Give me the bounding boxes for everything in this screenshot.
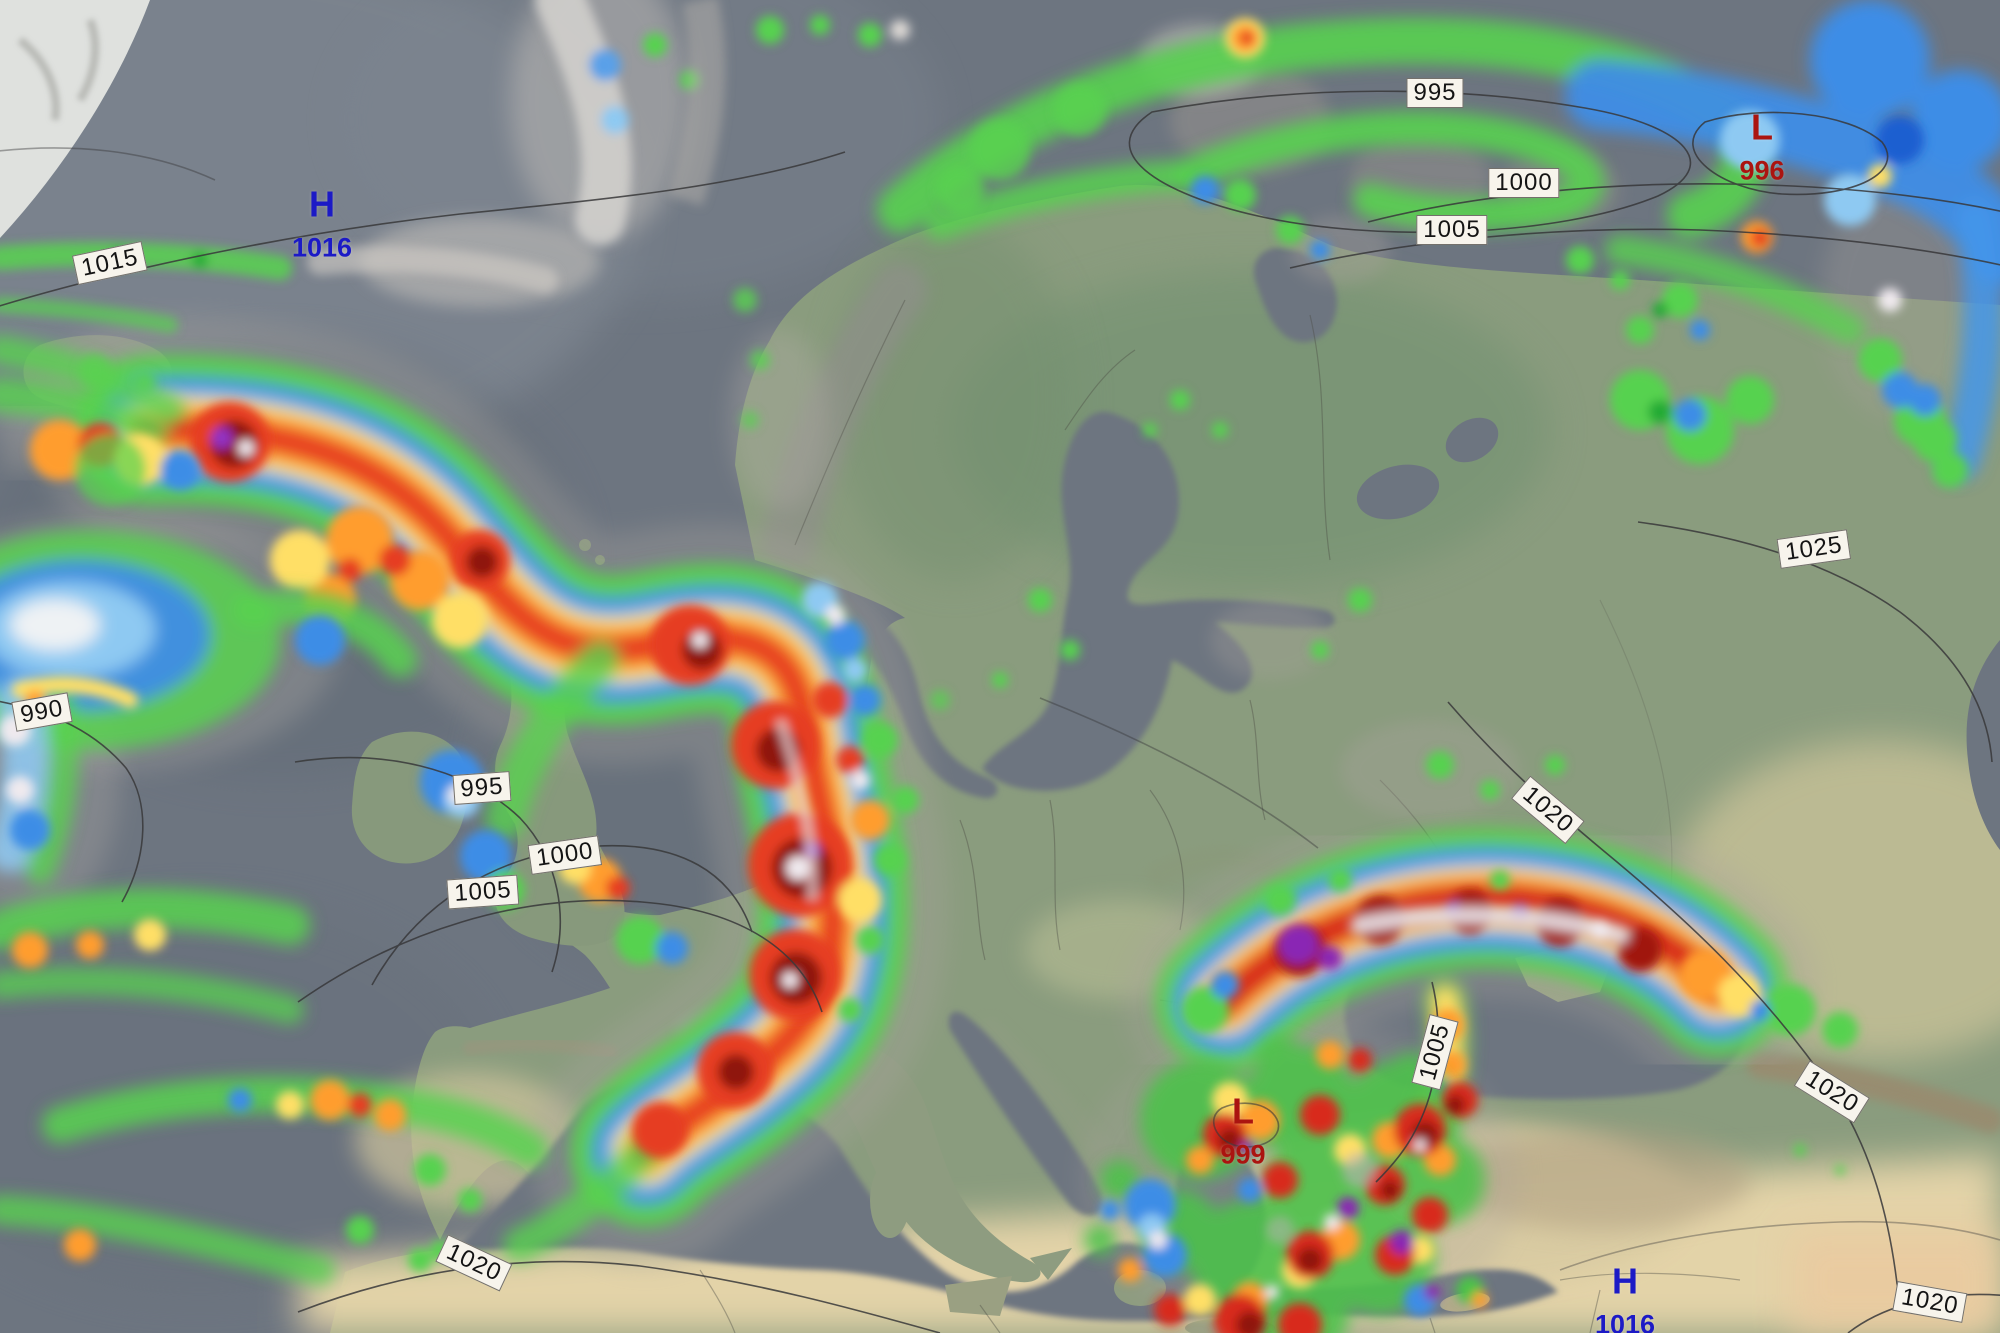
weather-map[interactable]: 1015 990 995 1000 1005 995 1000 1005 1025 1020 100…: [0, 0, 2000, 1333]
precipitation-layer: [0, 0, 2000, 1333]
map-canvas: [0, 0, 2000, 1333]
